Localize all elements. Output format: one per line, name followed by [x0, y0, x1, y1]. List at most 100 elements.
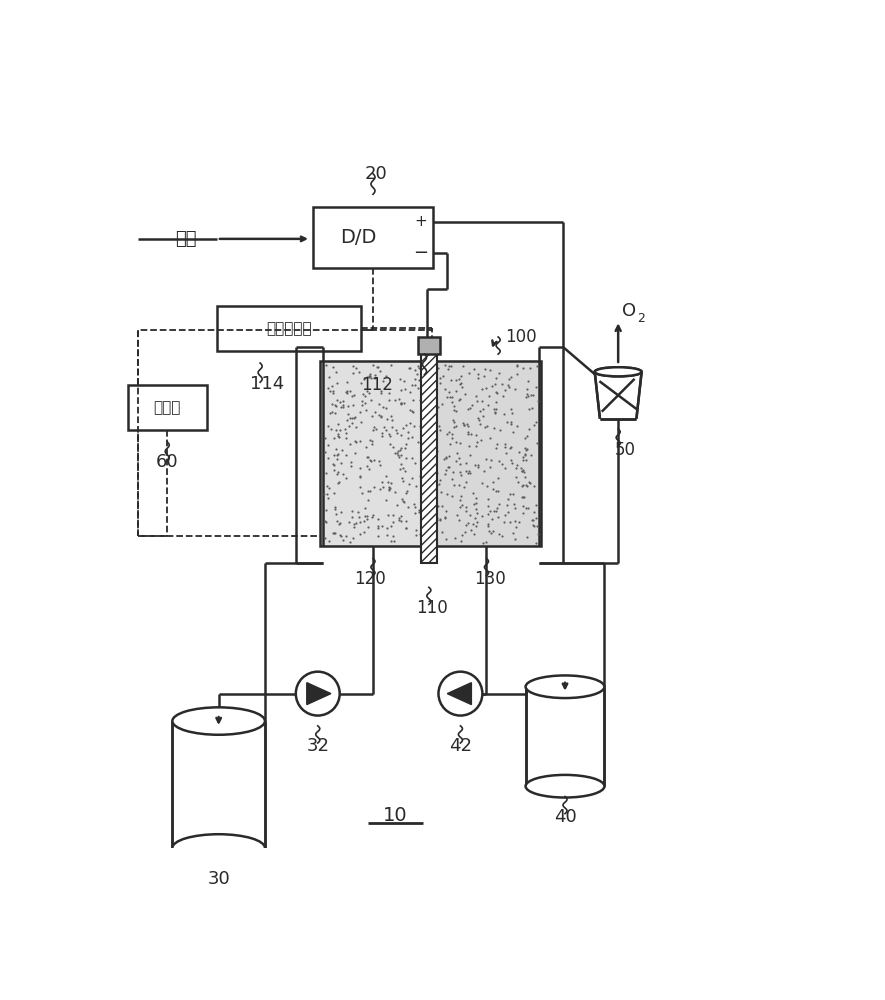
Point [344, 503, 358, 519]
Point [449, 453, 463, 469]
Point [410, 522, 424, 538]
Text: 40: 40 [554, 808, 576, 826]
Text: 电压检测部: 电压检测部 [266, 321, 312, 336]
Point [369, 421, 383, 437]
Point [457, 479, 471, 495]
Point [382, 482, 396, 498]
Point [413, 401, 427, 417]
Point [429, 529, 443, 545]
Point [519, 452, 533, 468]
Point [328, 506, 342, 522]
Point [449, 434, 463, 450]
Point [504, 452, 518, 468]
Point [447, 414, 461, 430]
Point [487, 503, 501, 519]
Point [530, 435, 544, 451]
Point [399, 513, 413, 529]
Point [357, 513, 371, 529]
Point [468, 427, 482, 443]
Point [368, 367, 382, 383]
Point [522, 421, 536, 437]
Point [442, 436, 457, 452]
Point [439, 531, 453, 547]
Point [462, 463, 476, 479]
Point [412, 502, 427, 518]
Point [461, 401, 475, 417]
Point [464, 522, 478, 538]
Point [458, 474, 473, 490]
Point [466, 485, 480, 501]
Point [471, 370, 485, 386]
Point [329, 422, 343, 438]
Point [344, 509, 358, 525]
Point [522, 401, 536, 417]
Point [485, 378, 499, 394]
Point [344, 454, 358, 470]
Point [332, 516, 346, 532]
Point [471, 457, 485, 473]
Point [359, 383, 373, 399]
Point [433, 422, 447, 438]
Point [447, 398, 461, 414]
Point [325, 404, 339, 420]
Point [525, 400, 539, 416]
Point [382, 385, 396, 401]
Point [432, 476, 446, 492]
Point [334, 528, 348, 544]
Point [461, 365, 475, 381]
Point [352, 509, 366, 525]
Point [390, 445, 404, 461]
Point [507, 513, 521, 529]
Point [531, 526, 545, 542]
Point [520, 500, 535, 516]
Point [493, 422, 507, 438]
Point [349, 360, 363, 376]
Point [361, 449, 375, 465]
Point [451, 392, 466, 408]
Point [389, 422, 403, 438]
Point [321, 369, 335, 385]
Point [390, 425, 404, 441]
Point [379, 368, 393, 384]
Polygon shape [595, 372, 642, 419]
Point [326, 383, 340, 399]
Point [354, 375, 368, 391]
Point [399, 485, 413, 501]
Point [479, 451, 493, 467]
Point [485, 511, 499, 527]
Point [510, 358, 524, 374]
Point [445, 488, 459, 504]
Point [529, 510, 543, 526]
Point [405, 377, 419, 393]
Text: 50: 50 [614, 441, 635, 459]
Point [391, 510, 405, 526]
Point [388, 392, 402, 408]
Point [459, 503, 473, 519]
Point [408, 505, 422, 521]
Point [504, 414, 519, 430]
Point [388, 484, 402, 500]
Point [371, 359, 385, 375]
Point [384, 518, 398, 534]
Point [366, 479, 381, 495]
Point [345, 410, 359, 426]
Point [391, 512, 405, 528]
Point [527, 417, 541, 433]
Point [453, 499, 467, 515]
Point [327, 430, 341, 446]
Point [343, 383, 358, 399]
Point [490, 436, 504, 452]
Point [394, 396, 408, 412]
Point [336, 466, 350, 482]
Point [458, 524, 473, 540]
Point [369, 359, 383, 375]
Point [366, 507, 381, 523]
Point [496, 388, 511, 404]
Point [510, 418, 524, 434]
Point [406, 392, 420, 408]
Point [408, 499, 422, 515]
Point [469, 490, 483, 506]
Point [474, 508, 489, 524]
Point [319, 530, 333, 546]
Point [320, 450, 335, 466]
